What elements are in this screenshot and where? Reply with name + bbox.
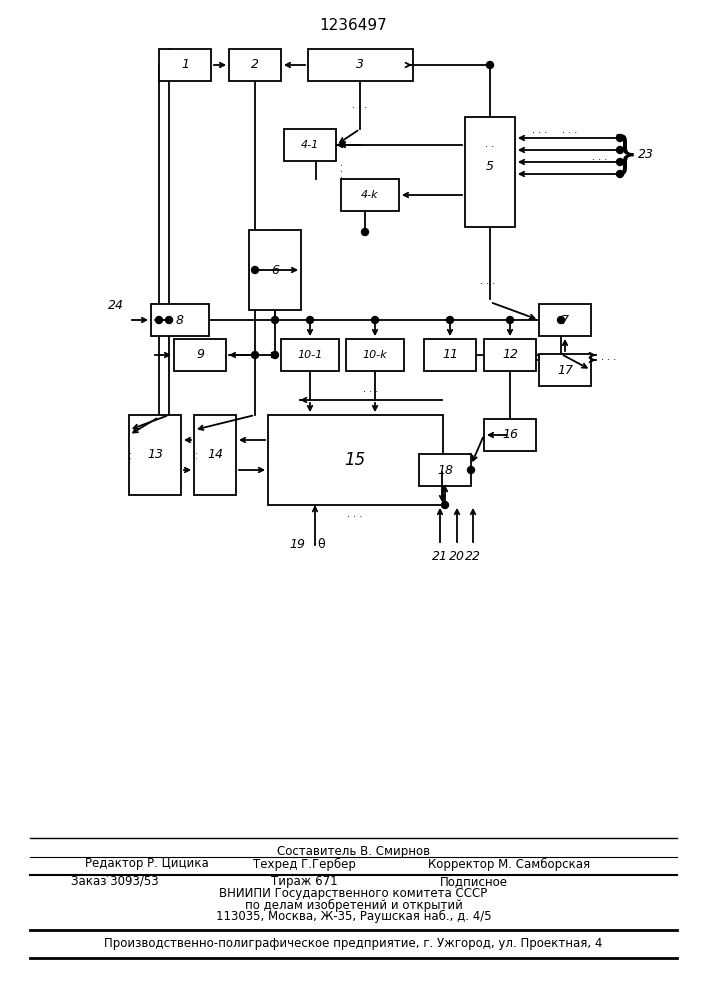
Text: 16: 16 — [502, 428, 518, 442]
Text: ВНИИПИ Государственного комитета СССР: ВНИИПИ Государственного комитета СССР — [219, 888, 488, 900]
Bar — [308, 49, 412, 81]
Circle shape — [467, 466, 474, 474]
Text: 10-k: 10-k — [363, 350, 387, 360]
Bar — [539, 354, 591, 386]
Text: 15: 15 — [344, 451, 366, 469]
Text: . .: . . — [338, 350, 347, 360]
Circle shape — [307, 316, 313, 324]
Text: 21: 21 — [432, 550, 448, 563]
Text: . .: . . — [190, 451, 199, 459]
Text: . . .: . . . — [562, 125, 578, 135]
Text: Подписное: Подписное — [440, 876, 508, 888]
Text: Редактор Р. Цицика: Редактор Р. Цицика — [85, 857, 209, 870]
Text: 8: 8 — [176, 314, 184, 326]
Text: 5: 5 — [486, 160, 494, 174]
Text: Техред Г.Гербер: Техред Г.Гербер — [252, 857, 356, 871]
Circle shape — [506, 316, 513, 324]
Text: 11: 11 — [442, 349, 458, 361]
Bar — [229, 49, 281, 81]
Text: 24: 24 — [108, 299, 124, 312]
Text: . . .: . . . — [352, 100, 368, 110]
Bar — [484, 419, 536, 451]
Text: . . .: . . . — [480, 276, 496, 286]
Circle shape — [371, 316, 378, 324]
Text: 12: 12 — [502, 349, 518, 361]
Text: 19: 19 — [289, 538, 305, 551]
Text: . . .: . . . — [347, 509, 363, 519]
Bar — [151, 304, 209, 336]
Text: 22: 22 — [465, 550, 481, 563]
Text: 17: 17 — [557, 363, 573, 376]
Text: 4-1: 4-1 — [301, 140, 319, 150]
Bar — [174, 339, 226, 371]
Text: 4-k: 4-k — [361, 190, 379, 200]
Circle shape — [252, 352, 259, 359]
Text: Заказ ̀3093/53: Заказ ̀3093/53 — [71, 876, 158, 888]
Text: . . .: . . . — [335, 162, 345, 178]
Text: Составитель В. Смирнов: Составитель В. Смирнов — [277, 846, 430, 858]
Circle shape — [271, 316, 279, 324]
Circle shape — [271, 352, 279, 359]
Bar — [159, 49, 211, 81]
Bar — [284, 129, 336, 161]
Text: Производственно-полиграфическое предприятие, г. Ужгород, ул. Проектная, 4: Производственно-полиграфическое предприя… — [105, 936, 602, 950]
Circle shape — [156, 316, 163, 324]
Text: 9: 9 — [196, 349, 204, 361]
Bar — [419, 454, 471, 486]
Circle shape — [361, 229, 368, 235]
Circle shape — [441, 502, 448, 508]
Circle shape — [165, 316, 173, 324]
Text: . . .: . . . — [601, 353, 617, 362]
Text: . .: . . — [230, 451, 240, 459]
Text: 6: 6 — [271, 263, 279, 276]
Text: 1236497: 1236497 — [319, 17, 387, 32]
Text: 1: 1 — [181, 58, 189, 72]
Text: 113035, Москва, Ж-35, Раушская наб., д. 4/5: 113035, Москва, Ж-35, Раушская наб., д. … — [216, 909, 491, 923]
Circle shape — [252, 266, 259, 273]
Text: 20: 20 — [449, 550, 465, 563]
Text: . . .: . . . — [363, 384, 379, 394]
Bar — [281, 339, 339, 371]
Text: 10-1: 10-1 — [298, 350, 322, 360]
Circle shape — [447, 316, 453, 324]
Circle shape — [617, 134, 624, 141]
Circle shape — [617, 170, 624, 178]
Text: . .: . . — [486, 139, 495, 149]
Text: по делам изобретений и открытий: по делам изобретений и открытий — [245, 898, 462, 912]
Circle shape — [558, 316, 564, 324]
Bar — [249, 230, 301, 310]
Text: θ: θ — [317, 538, 325, 551]
Bar — [194, 415, 236, 495]
Circle shape — [486, 62, 493, 68]
Bar — [539, 304, 591, 336]
Bar — [341, 179, 399, 211]
Text: 7: 7 — [561, 314, 569, 326]
Bar — [484, 339, 536, 371]
Text: . . .: . . . — [592, 152, 607, 162]
Text: Корректор М. Самборская: Корректор М. Самборская — [428, 857, 590, 871]
Text: 23: 23 — [638, 148, 654, 161]
Text: 13: 13 — [147, 448, 163, 462]
Text: . .: . . — [126, 451, 134, 459]
Text: 3: 3 — [356, 58, 364, 72]
Text: 2: 2 — [251, 58, 259, 72]
Circle shape — [617, 146, 624, 153]
Text: 18: 18 — [437, 464, 453, 477]
Text: Тираж 671: Тираж 671 — [271, 876, 337, 888]
Circle shape — [617, 158, 624, 165]
Text: . .: . . — [175, 451, 185, 459]
Bar — [346, 339, 404, 371]
Bar — [465, 117, 515, 227]
Bar — [424, 339, 476, 371]
Bar — [129, 415, 181, 495]
Text: 14: 14 — [207, 448, 223, 462]
Bar — [267, 415, 443, 505]
Text: }: } — [611, 133, 639, 176]
Text: . . .: . . . — [532, 125, 548, 135]
